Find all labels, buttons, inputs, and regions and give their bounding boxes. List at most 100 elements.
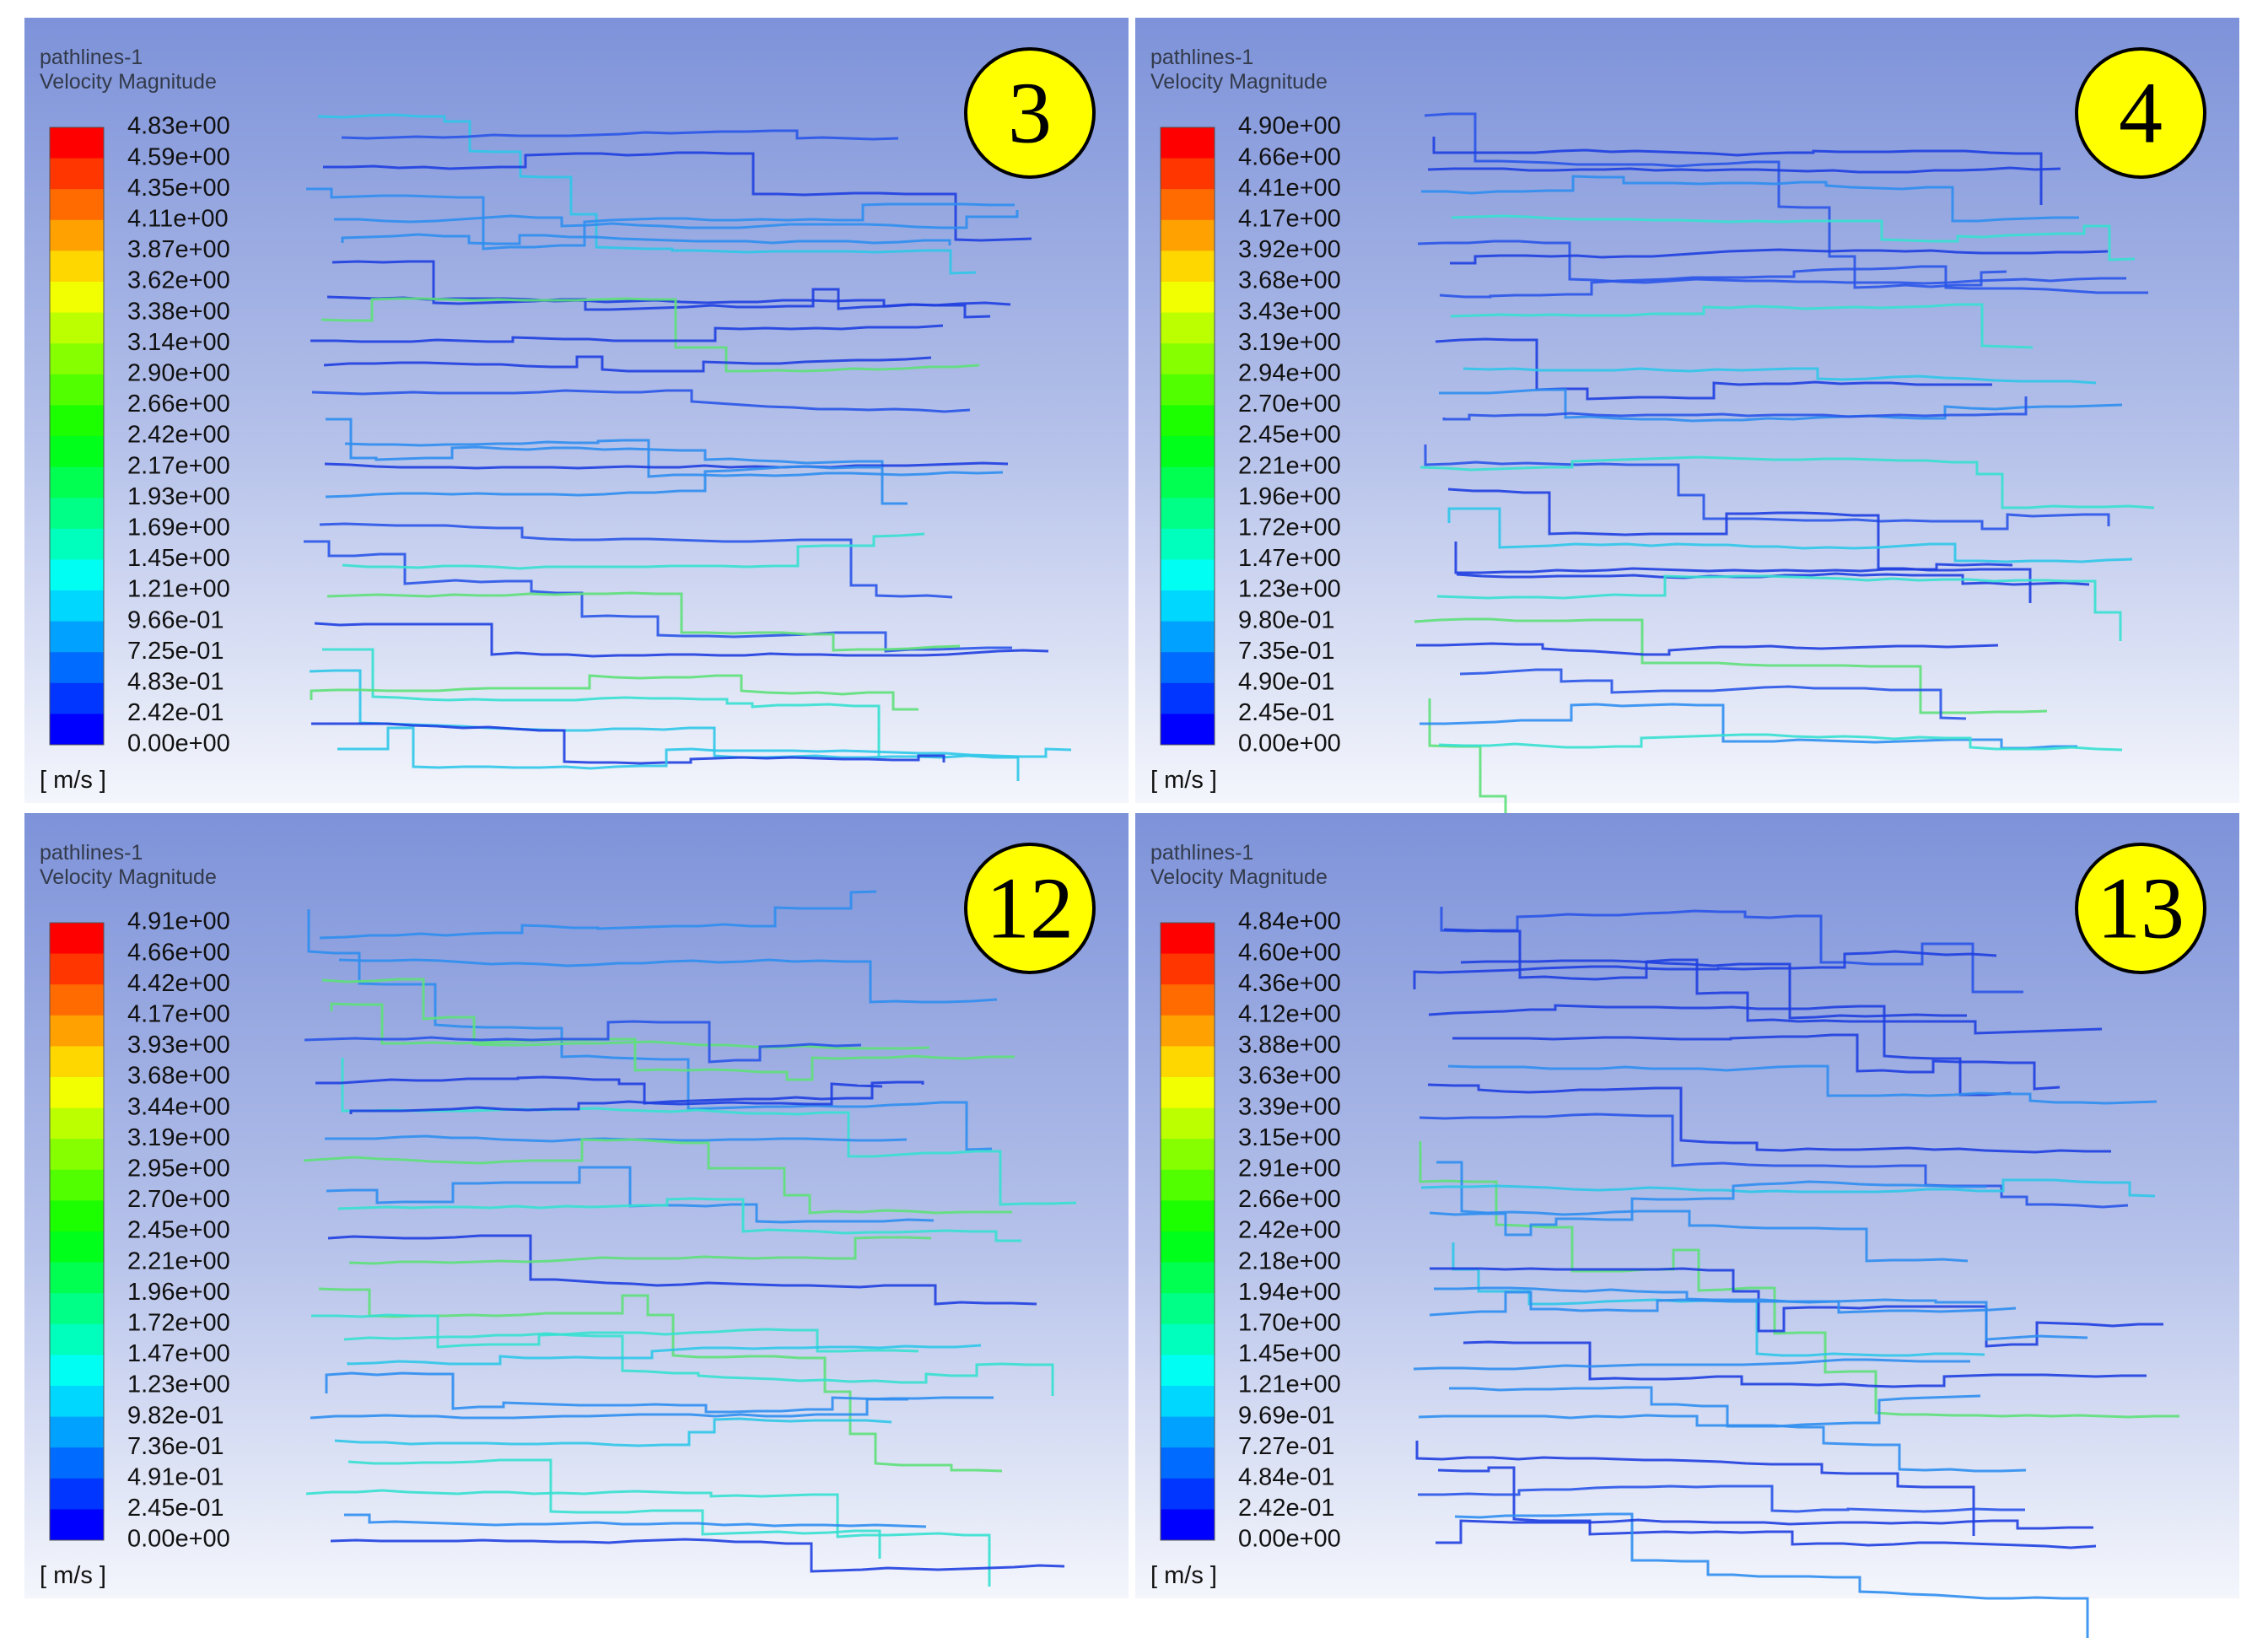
- colorbar-segment: [50, 590, 104, 622]
- colorbar-segment: [50, 158, 104, 190]
- colorbar-segment: [1161, 1169, 1215, 1201]
- colorbar-segment: [1161, 466, 1215, 498]
- colorbar-label: 2.91e+00: [1238, 1155, 1341, 1182]
- pathline: [348, 1236, 932, 1265]
- colorbar-label: 3.68e+00: [1238, 267, 1341, 294]
- colorbar-label: 2.70e+00: [1238, 391, 1341, 418]
- colorbar-segment: [50, 1015, 104, 1047]
- colorbar-segment: [1161, 1355, 1215, 1387]
- pathline: [327, 1234, 1037, 1306]
- colorbar-label: 1.70e+00: [1238, 1309, 1341, 1336]
- panel-title: pathlines-1: [1150, 841, 1253, 865]
- colorbar-label: 2.18e+00: [1238, 1247, 1341, 1274]
- colorbar-segment: [50, 1386, 104, 1418]
- pathline: [1420, 1178, 2156, 1198]
- colorbar-label: 3.15e+00: [1238, 1124, 1341, 1151]
- colorbar-label: 4.35e+00: [127, 175, 230, 202]
- colorbar-segment: [50, 1509, 104, 1541]
- colorbar-label: 4.84e+00: [1238, 908, 1341, 935]
- colorbar-segment: [50, 282, 104, 314]
- colorbar-segment: [1161, 1323, 1215, 1355]
- colorbar-label: 4.42e+00: [127, 970, 230, 997]
- pathline: [1435, 337, 1992, 401]
- colorbar-segment: [50, 984, 104, 1016]
- pathline: [1460, 959, 1967, 1020]
- colorbar-segment: [1161, 714, 1215, 746]
- pathline: [1434, 1286, 2017, 1314]
- pathline: [1424, 112, 2007, 289]
- colorbar-segment: [1161, 984, 1215, 1016]
- pathline: [304, 540, 1012, 653]
- pathline: [1421, 175, 2079, 223]
- colorbar-segment: [1161, 158, 1215, 190]
- colorbar-label: 4.59e+00: [127, 143, 230, 170]
- colorbar-segment: [1161, 374, 1215, 406]
- pathline: [322, 648, 881, 757]
- colorbar-label: 2.21e+00: [1238, 452, 1341, 479]
- colorbar-unit: [ m/s ]: [40, 1562, 106, 1589]
- colorbar-label: 2.42e-01: [127, 699, 224, 726]
- pathline: [334, 210, 1019, 229]
- colorbar-unit: [ m/s ]: [40, 767, 106, 794]
- colorbar-label: 2.66e+00: [127, 391, 230, 418]
- badge-circle: [964, 843, 1096, 974]
- pathline: [325, 465, 882, 498]
- colorbar-label: 0.00e+00: [127, 1526, 230, 1553]
- colorbar-label: 4.84e-01: [1238, 1463, 1335, 1490]
- colorbar-segment: [1161, 1139, 1215, 1171]
- pathline: [1428, 1004, 2012, 1096]
- pathline: [341, 1058, 1077, 1206]
- pathline: [1439, 265, 2148, 299]
- colorbar-label: 1.45e+00: [1238, 1340, 1341, 1367]
- pathline: [1416, 642, 1999, 656]
- colorbar-label: 9.82e-01: [127, 1402, 224, 1429]
- colorbar-segment: [1161, 1447, 1215, 1479]
- colorbar-label: 3.43e+00: [1238, 298, 1341, 325]
- colorbar-label: 1.94e+00: [1238, 1279, 1341, 1306]
- pathline: [341, 129, 899, 141]
- pathline: [1436, 1161, 1969, 1263]
- pathline: [349, 1082, 883, 1114]
- panel-title: pathlines-1: [40, 841, 143, 865]
- colorbar-segment: [50, 953, 104, 985]
- colorbar-label: 1.23e+00: [127, 1371, 230, 1398]
- pathline: [1447, 507, 2133, 563]
- colorbar-segment: [1161, 1478, 1215, 1510]
- pathline: [334, 1417, 892, 1447]
- badge-circle: [964, 47, 1096, 179]
- colorbar-segment: [50, 436, 104, 468]
- colorbar-segment: [1161, 251, 1215, 283]
- pathlines: [1413, 907, 2179, 1638]
- colorbar-segment: [50, 251, 104, 283]
- colorbar-segment: [1161, 312, 1215, 344]
- colorbar-label: 7.27e-01: [1238, 1433, 1335, 1460]
- colorbar-segment: [1161, 1293, 1215, 1325]
- pathline: [306, 187, 1015, 251]
- pathline: [314, 622, 1049, 658]
- colorbar-segment: [50, 1262, 104, 1294]
- colorbar-segment: [1161, 1416, 1215, 1448]
- pathline: [310, 1396, 994, 1420]
- pathline: [311, 722, 945, 765]
- colorbar-label: 4.91e+00: [127, 908, 230, 935]
- pathline: [307, 909, 993, 1151]
- colorbar-segment: [1161, 923, 1215, 955]
- colorbar-label: 4.83e-01: [127, 668, 224, 695]
- pathline: [1427, 1083, 2111, 1154]
- colorbar-segment: [50, 1416, 104, 1448]
- colorbar-label: 1.23e+00: [1238, 576, 1341, 603]
- pathline: [323, 151, 1032, 242]
- pathline: [315, 1075, 924, 1105]
- colorbar-label: 1.47e+00: [1238, 545, 1341, 572]
- colorbar-label: 2.42e-01: [1238, 1495, 1335, 1522]
- colorbar-label: 2.95e+00: [127, 1155, 230, 1182]
- colorbar-segment: [1161, 127, 1215, 159]
- pathline: [1427, 166, 2061, 174]
- colorbar-label: 4.36e+00: [1238, 970, 1341, 997]
- pathline: [1429, 1290, 2088, 1341]
- colorbar-segment: [1161, 1200, 1215, 1232]
- pathline: [1442, 396, 2028, 421]
